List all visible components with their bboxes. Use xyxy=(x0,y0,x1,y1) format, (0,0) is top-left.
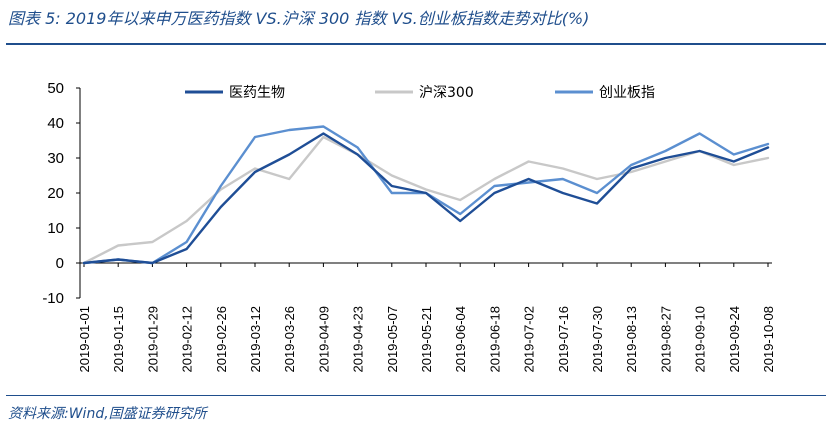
series-line-0 xyxy=(82,132,770,265)
x-tick-label: 2019-06-04 xyxy=(453,306,468,373)
x-tick-label: 2019-07-16 xyxy=(556,306,571,373)
y-tick-label: -10 xyxy=(42,290,64,307)
chart-title: 图表 5: 2019年以来申万医药指数 VS.沪深 300 指数 VS.创业板指… xyxy=(8,9,590,28)
source-note: 资料来源:Wind,国盛证券研究所 xyxy=(8,406,207,422)
legend-label: 沪深300 xyxy=(419,85,474,101)
x-tick-label: 2019-04-23 xyxy=(351,306,366,373)
x-tick-label: 2019-03-26 xyxy=(282,306,297,373)
x-tick-label: 2019-04-09 xyxy=(316,306,331,373)
x-tick-label: 2019-08-27 xyxy=(658,306,673,373)
x-tick-label: 2019-07-30 xyxy=(590,306,605,373)
x-tick-label: 2019-09-24 xyxy=(727,306,742,373)
x-tick-label: 2019-02-12 xyxy=(180,306,195,373)
y-tick-label: 30 xyxy=(47,150,64,167)
source-divider xyxy=(6,395,826,396)
title-divider xyxy=(6,43,826,45)
x-tick-label: 2019-02-26 xyxy=(214,306,229,373)
x-tick-label: 2019-09-10 xyxy=(693,306,708,373)
series-line-2 xyxy=(82,125,770,265)
x-tick-label: 2019-01-15 xyxy=(111,306,126,373)
series-line-1 xyxy=(82,135,770,265)
x-tick-label: 2019-05-07 xyxy=(385,306,400,373)
y-tick-label: 50 xyxy=(47,80,64,97)
x-tick-label: 2019-08-13 xyxy=(624,306,639,373)
x-tick-label: 2019-01-01 xyxy=(77,306,92,373)
x-tick-label: 2019-10-08 xyxy=(761,306,776,373)
y-tick-label: 40 xyxy=(47,115,64,132)
legend-label: 创业板指 xyxy=(599,85,655,101)
y-tick-label: 10 xyxy=(47,220,64,237)
x-tick-label: 2019-01-29 xyxy=(145,306,160,373)
x-tick-label: 2019-03-12 xyxy=(248,306,263,373)
y-tick-label: 0 xyxy=(56,255,64,272)
x-tick-label: 2019-06-18 xyxy=(487,306,502,373)
x-tick-label: 2019-07-02 xyxy=(522,306,537,373)
x-tick-label: 2019-05-21 xyxy=(419,306,434,373)
legend-label: 医药生物 xyxy=(229,85,285,101)
y-tick-label: 20 xyxy=(47,185,64,202)
